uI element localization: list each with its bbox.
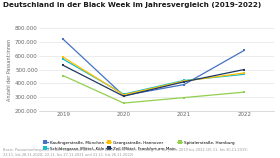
Text: Deutschland in der Black Week im Jahresvergleich (2019-2022): Deutschland in der Black Week im Jahresv… [3,2,261,8]
Y-axis label: Anzahl der Passant:innen: Anzahl der Passant:innen [7,39,12,100]
Text: Basis: Passantenfrequenz in den Einkaufsstraßen in der Black Week (exkl. Sonntag: Basis: Passantenfrequenz in den Einkaufs… [3,148,248,157]
Legend: Kaufingerstraße, München, Schildergasse (Mitte), Köln, Georgsstraße, Hannover, Z: Kaufingerstraße, München, Schildergasse … [41,139,236,152]
